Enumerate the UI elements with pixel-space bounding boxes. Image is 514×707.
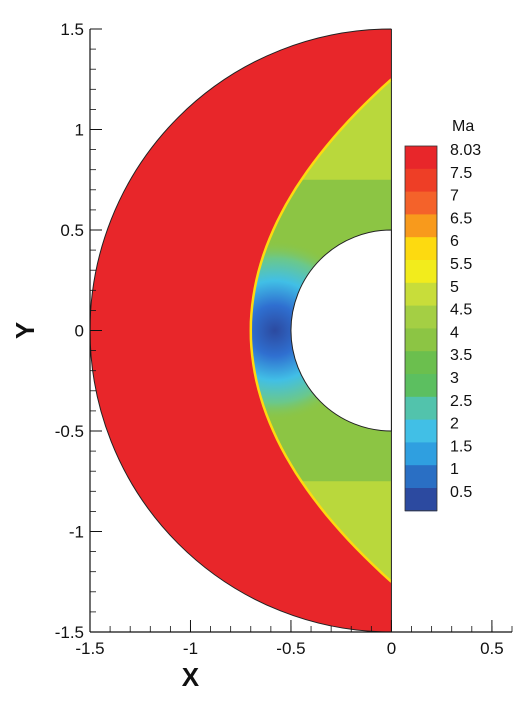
x-tick-label: -1 bbox=[183, 639, 198, 658]
legend-label: 3.5 bbox=[450, 347, 472, 364]
legend-label: 2 bbox=[450, 416, 459, 433]
legend-label: 6 bbox=[450, 233, 459, 250]
legend-label: 4.5 bbox=[450, 302, 472, 319]
legend-label: 4 bbox=[450, 324, 459, 341]
y-tick-label: 0.5 bbox=[60, 221, 84, 240]
legend-label: 7 bbox=[450, 188, 459, 205]
x-tick-label: 0.5 bbox=[480, 639, 504, 658]
legend-label: 3 bbox=[450, 370, 459, 387]
legend-swatch bbox=[405, 282, 437, 307]
legend-labels: 8.03 7.5 7 6.5 6 5.5 5 4.5 4 3.5 3 2.5 2 1.5 1 0.5 bbox=[450, 142, 481, 501]
body-surface bbox=[290, 229, 392, 432]
x-tick-label: 0 bbox=[387, 639, 396, 658]
y-tick-label: -1.5 bbox=[55, 623, 84, 642]
legend-swatch bbox=[405, 465, 437, 489]
legend-swatch bbox=[405, 168, 437, 193]
y-tick-label: 1.5 bbox=[60, 20, 84, 39]
y-tick-label: -0.5 bbox=[55, 422, 84, 441]
y-ticks: -1.5 -1 -0.5 0 0.5 1 1.5 bbox=[55, 20, 102, 642]
legend-label: 8.03 bbox=[450, 142, 481, 159]
x-ticks: -1.5 -1 -0.5 0 0.5 bbox=[75, 620, 513, 658]
x-axis-title: X bbox=[182, 662, 200, 692]
legend-swatch bbox=[405, 146, 437, 170]
y-tick-label: 0 bbox=[75, 322, 84, 341]
legend-label: 1.5 bbox=[450, 438, 472, 455]
legend-swatch bbox=[405, 328, 437, 352]
legend-label: 6.5 bbox=[450, 210, 472, 227]
legend: Ma 8.03 7.5 7 6.5 6 5.5 5 4.5 4 3.5 3 2.5 2 1.5 1 0.5 bbox=[404, 118, 481, 512]
legend-label: 0.5 bbox=[450, 484, 472, 501]
legend-swatch bbox=[405, 419, 437, 443]
shock-front-line bbox=[249, 78, 393, 583]
legend-swatches bbox=[404, 145, 438, 512]
legend-title: Ma bbox=[452, 118, 474, 135]
legend-swatch bbox=[405, 351, 437, 375]
legend-swatch bbox=[405, 396, 437, 421]
legend-label: 5.5 bbox=[450, 256, 472, 273]
legend-swatch bbox=[405, 374, 437, 398]
legend-swatch bbox=[405, 442, 437, 466]
legend-label: 5 bbox=[450, 279, 459, 296]
x-tick-label: -0.5 bbox=[276, 639, 305, 658]
legend-label: 1 bbox=[450, 461, 459, 478]
contour-field bbox=[89, 28, 393, 633]
legend-swatch bbox=[405, 305, 437, 329]
legend-swatch bbox=[405, 191, 437, 215]
y-tick-label: 1 bbox=[75, 121, 84, 140]
legend-swatch bbox=[405, 488, 437, 512]
x-tick-label: -1.5 bbox=[75, 639, 104, 658]
legend-label: 7.5 bbox=[450, 165, 472, 182]
legend-swatch bbox=[405, 237, 437, 261]
legend-swatch bbox=[405, 260, 437, 284]
axes: -1.5 -1 -0.5 0 0.5 -1.5 -1 -0.5 0 0.5 1 1.5 bbox=[55, 20, 513, 658]
y-axis-title: Y bbox=[10, 322, 40, 339]
y-tick-label: -1 bbox=[69, 523, 84, 542]
legend-frame bbox=[404, 145, 438, 512]
legend-label: 2.5 bbox=[450, 393, 472, 410]
legend-swatch bbox=[405, 214, 437, 238]
